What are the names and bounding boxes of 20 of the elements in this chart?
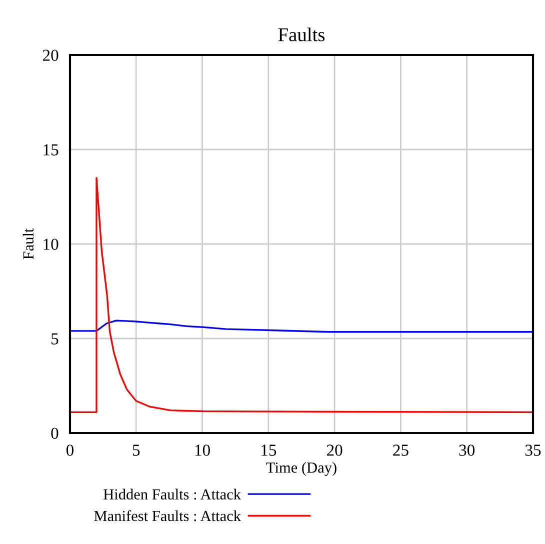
x-tick-label: 5: [132, 444, 140, 456]
y-tick-label: 15: [44, 144, 58, 156]
x-tick-label: 25: [393, 444, 408, 456]
y-axis-title: Fault: [22, 228, 34, 260]
x-tick-label: 20: [326, 444, 342, 456]
y-tick-label: 20: [42, 50, 58, 61]
x-tick-label: 15: [262, 444, 276, 456]
legend-label: Hidden Faults : Attack: [104, 488, 241, 500]
line-series: [70, 177, 533, 414]
x-axis-title: Time (Day): [266, 462, 336, 476]
y-tick-label: 5: [52, 333, 58, 344]
line-series: [70, 320, 533, 333]
legend-label: Manifest Faults : Attack: [94, 510, 241, 522]
y-tick-label: 0: [51, 428, 58, 439]
y-tick-label: 10: [44, 238, 58, 250]
x-tick-label: 10: [195, 444, 210, 456]
x-tick-label: 30: [459, 444, 475, 456]
chart-title: Faults: [278, 28, 325, 42]
x-tick-label: 35: [525, 444, 541, 456]
x-tick-label: 0: [66, 444, 74, 456]
